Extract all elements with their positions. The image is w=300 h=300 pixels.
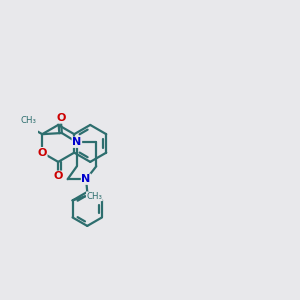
Text: CH₃: CH₃ [21, 116, 37, 125]
Text: N: N [82, 174, 91, 184]
Text: O: O [53, 171, 63, 181]
Text: O: O [56, 113, 65, 123]
Text: N: N [72, 137, 82, 147]
Text: O: O [38, 148, 47, 158]
Text: CH₃: CH₃ [86, 192, 102, 201]
